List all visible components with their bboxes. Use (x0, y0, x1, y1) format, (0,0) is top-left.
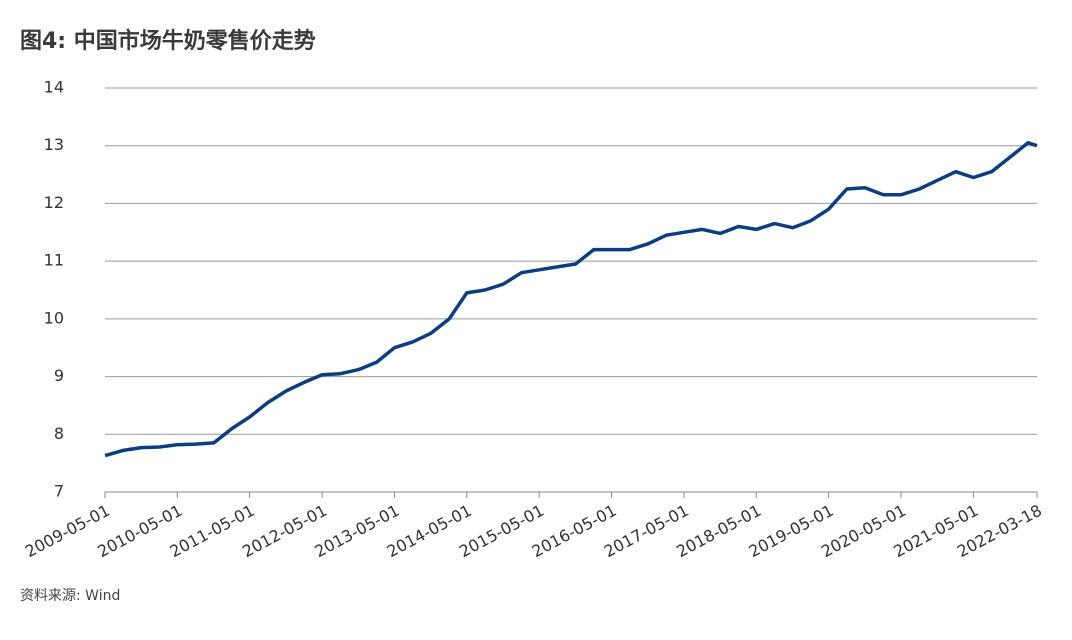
y-tick-label: 7 (54, 482, 64, 501)
y-tick-label: 13 (44, 135, 64, 154)
chart-title: 图4: 中国市场牛奶零售价走势 (20, 28, 316, 54)
data-line (104, 141, 1038, 458)
y-tick-label: 11 (44, 251, 64, 270)
y-tick-label: 8 (54, 424, 64, 443)
y-tick-label: 14 (44, 78, 64, 97)
y-tick-label: 12 (44, 193, 64, 212)
y-tick-label: 10 (44, 308, 64, 327)
source-note: 资料来源: Wind (20, 588, 120, 604)
y-tick-label: 9 (54, 366, 64, 385)
